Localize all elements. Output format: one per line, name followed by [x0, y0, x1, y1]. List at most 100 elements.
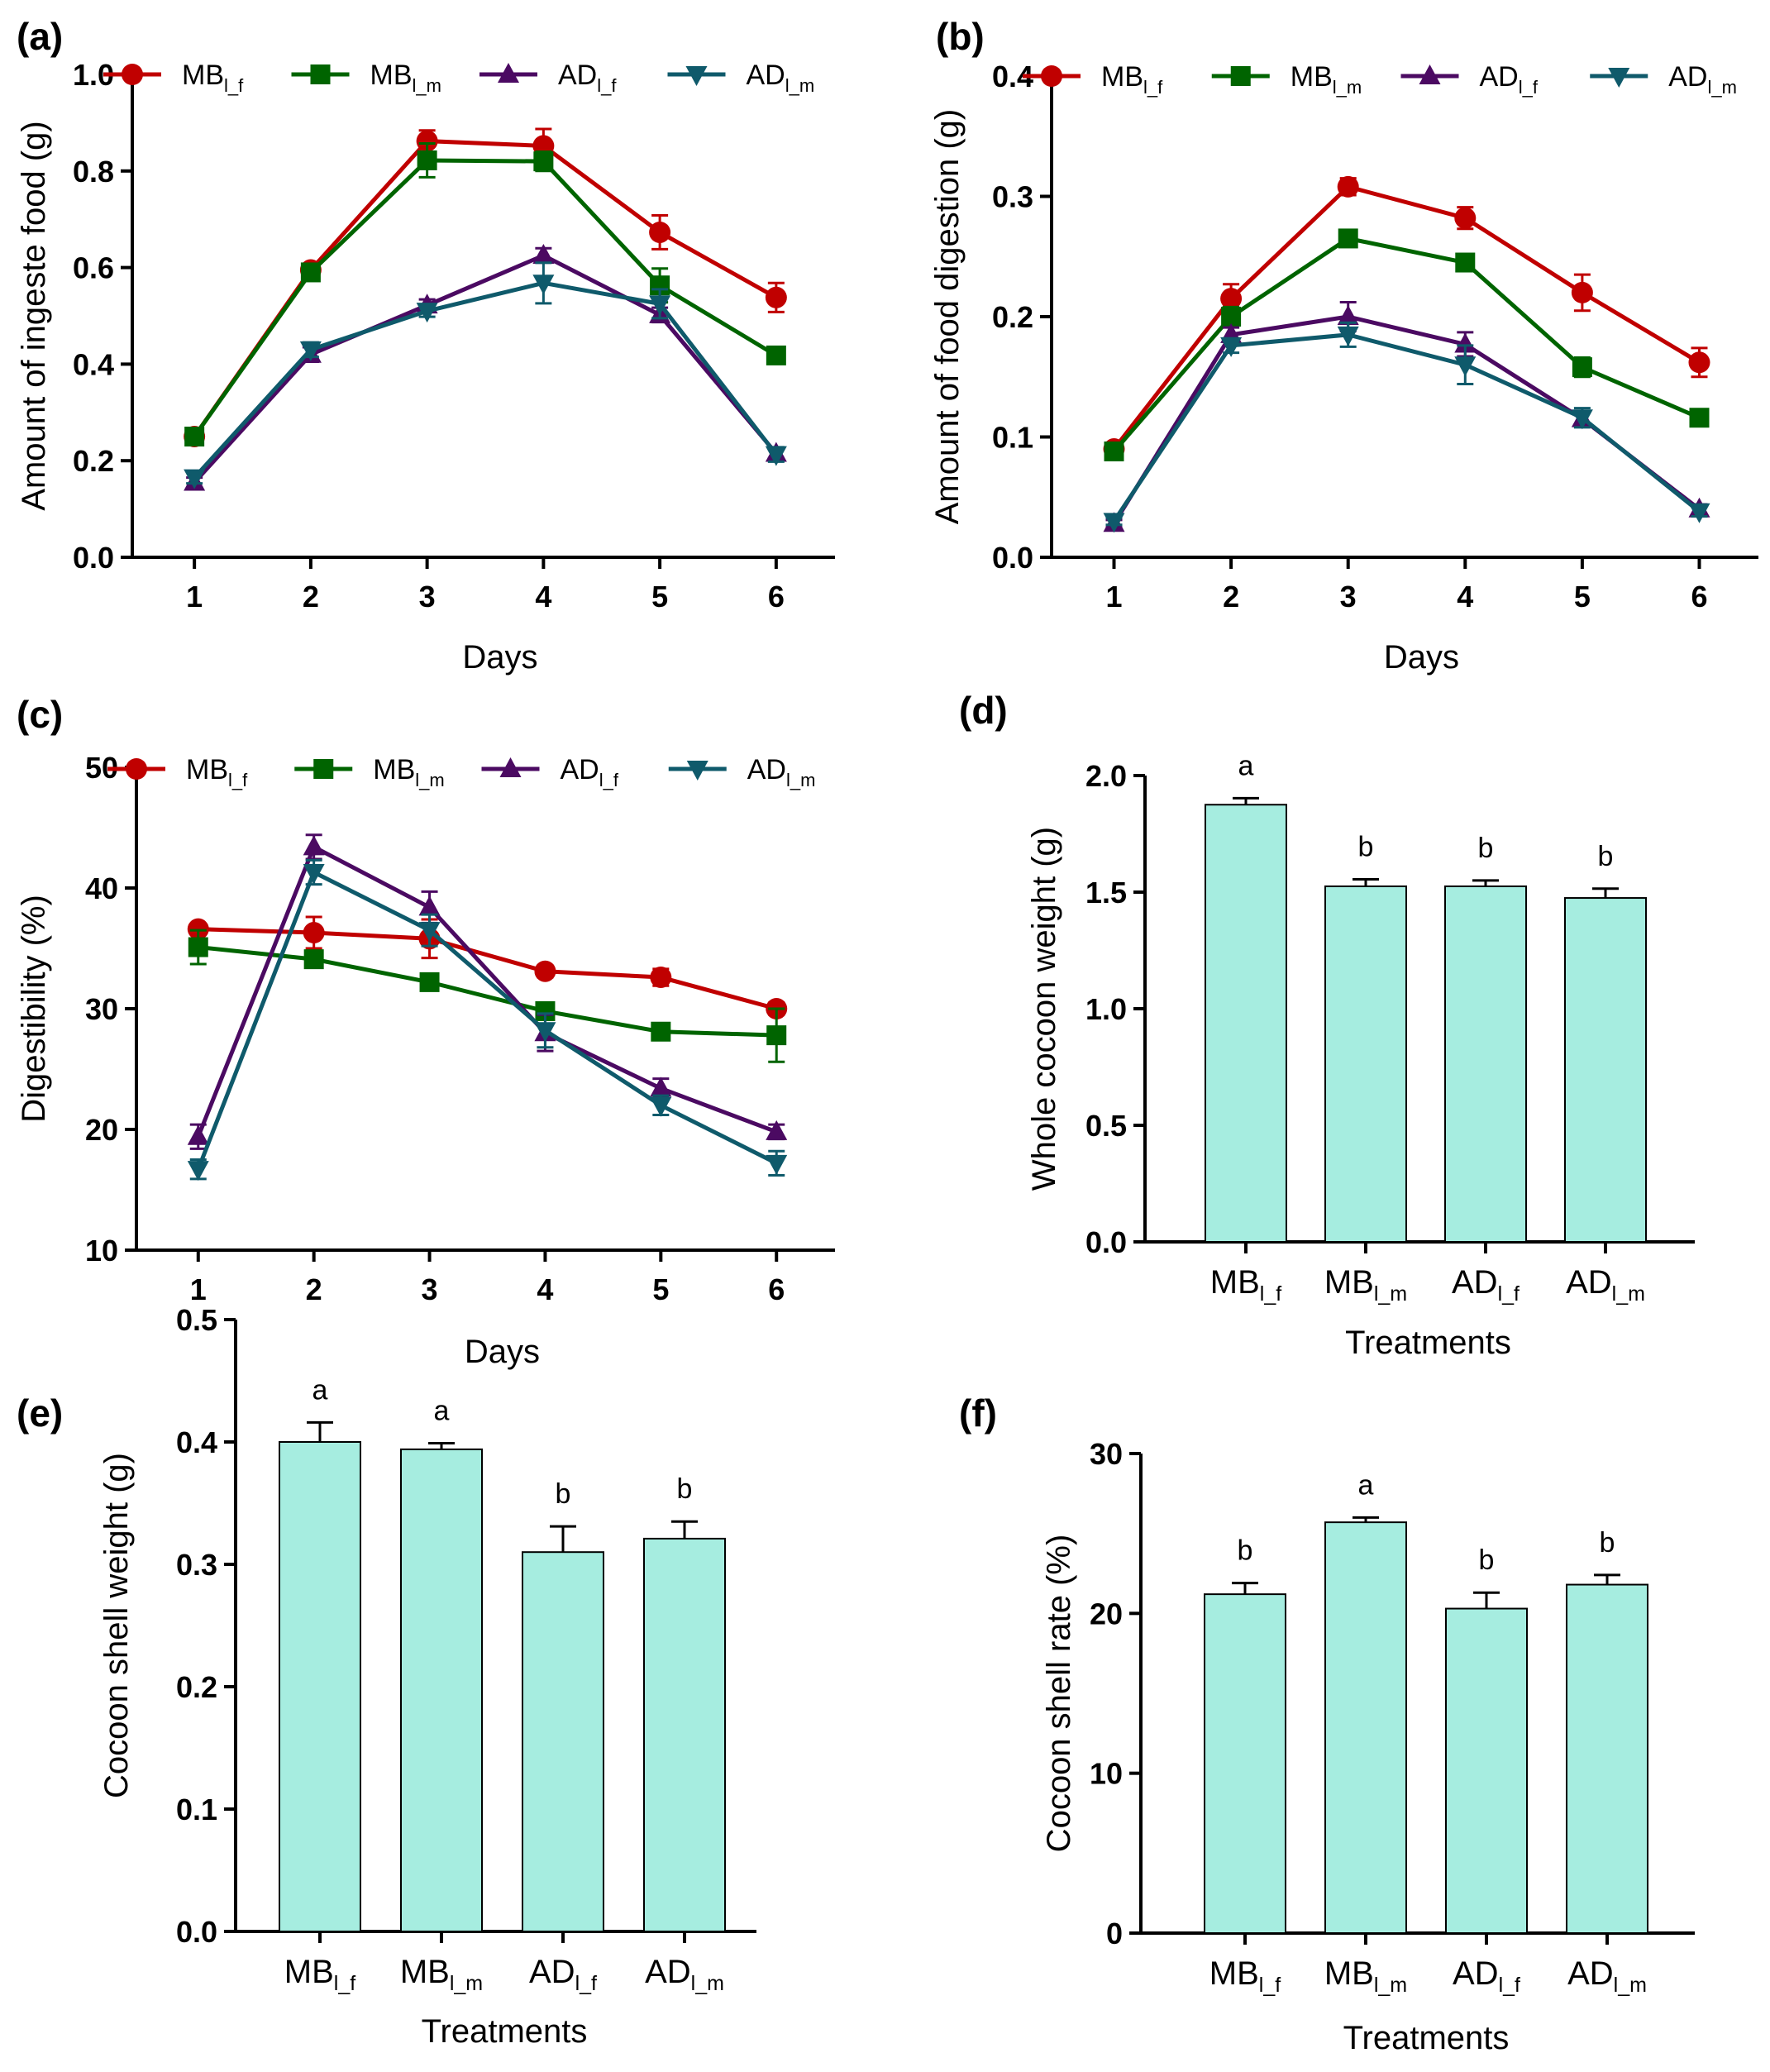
- legend: MBl_f MBl_m ADl_f ADl_m: [103, 60, 814, 96]
- legend-marker: [313, 759, 334, 779]
- data-point: [766, 1120, 788, 1140]
- y-tick-label: 2.0: [1085, 759, 1127, 793]
- x-tick-label: 2: [1223, 580, 1239, 613]
- x-tick-label: 6: [768, 1272, 785, 1306]
- bar-group: b MBl_m: [1324, 831, 1407, 1306]
- panel-label: (b): [936, 15, 985, 58]
- y-tick-label: 0.2: [176, 1670, 217, 1704]
- x-tick-label: 5: [652, 1272, 669, 1306]
- y-tick-label: 0.0: [73, 541, 114, 575]
- data-point: [1220, 288, 1243, 310]
- series-mb-f: [184, 127, 787, 447]
- y-tick-label: 30: [85, 992, 118, 1026]
- legend: MBl_f MBl_m ADl_f ADl_m: [1023, 61, 1737, 98]
- legend-marker: [1419, 64, 1441, 84]
- y-tick-label: 0.4: [73, 347, 114, 381]
- data-point: [1337, 326, 1359, 346]
- data-point: [1220, 337, 1243, 357]
- category-label: MBl_f: [284, 1954, 355, 1995]
- series-ad-f: [184, 244, 787, 491]
- data-point: [417, 150, 437, 170]
- category-label: MBl_f: [1210, 1264, 1281, 1306]
- x-tick-label: 5: [651, 580, 668, 613]
- y-tick-label: 1.5: [1085, 876, 1127, 909]
- data-point: [649, 221, 671, 243]
- y-tick-label: 0.1: [176, 1793, 217, 1826]
- x-tick-label: 6: [768, 580, 785, 613]
- y-tick-label: 0.2: [992, 300, 1033, 334]
- series-line: [198, 945, 777, 1038]
- legend-marker: [686, 761, 708, 781]
- data-point: [1454, 207, 1477, 229]
- data-point: [765, 286, 787, 308]
- y-tick-label: 0.1: [992, 421, 1033, 455]
- data-point: [416, 303, 438, 323]
- significance-letter: b: [556, 1478, 571, 1510]
- category-label: ADl_f: [529, 1954, 597, 1995]
- bar-group: a MBl_m: [1324, 1469, 1407, 1997]
- x-tick-label: 6: [1691, 580, 1707, 613]
- category-label: MBl_f: [1209, 1955, 1281, 1997]
- y-tick-label: 0.0: [1085, 1225, 1127, 1259]
- y-tick-label: 1.0: [1085, 992, 1127, 1026]
- x-tick-label: 2: [303, 580, 319, 613]
- y-tick-label: 20: [85, 1113, 118, 1147]
- y-tick-label: 0.2: [73, 444, 114, 478]
- panel-label: (d): [959, 689, 1008, 732]
- category-label: ADl_m: [1566, 1264, 1645, 1306]
- bar: [279, 1441, 361, 1932]
- significance-letter: a: [434, 1395, 450, 1426]
- legend-label: MBl_m: [370, 60, 441, 96]
- y-tick-label: 0.3: [992, 180, 1033, 214]
- y-tick-label: 0: [1106, 1917, 1123, 1950]
- x-axis-title: Treatments: [1345, 1325, 1511, 1361]
- bar: [643, 1537, 726, 1933]
- bar: [1205, 804, 1287, 1243]
- legend-marker: [1041, 65, 1062, 87]
- series-ad-f: [187, 833, 788, 1150]
- series-line: [196, 869, 778, 1171]
- x-axis-title: Treatments: [422, 2013, 588, 2050]
- legend-marker: [126, 758, 147, 780]
- legend-marker: [310, 64, 331, 84]
- data-point: [299, 341, 322, 361]
- data-point: [651, 1021, 671, 1042]
- category-label: MBl_m: [400, 1954, 483, 1995]
- x-axis-title: Days: [1384, 639, 1459, 676]
- data-point: [532, 244, 555, 264]
- y-tick-label: 0.4: [176, 1425, 217, 1459]
- legend-marker: [498, 63, 519, 83]
- series-line: [1112, 332, 1701, 523]
- y-tick-label: 0.6: [73, 251, 114, 285]
- data-point: [650, 967, 672, 989]
- data-point: [766, 1154, 788, 1175]
- legend-label: MBl_m: [1291, 61, 1362, 98]
- data-point: [1688, 503, 1710, 523]
- data-point: [1572, 357, 1592, 378]
- y-tick-label: 10: [1090, 1757, 1123, 1791]
- data-point: [1103, 513, 1125, 533]
- legend-label: ADl_f: [1480, 61, 1539, 98]
- series-line: [193, 158, 778, 438]
- bar: [1445, 1607, 1528, 1934]
- x-tick-label: 4: [1457, 580, 1473, 613]
- x-axis-title: Days: [462, 639, 537, 676]
- bar-group: b ADl_f: [522, 1478, 604, 1995]
- x-tick-label: 3: [1340, 580, 1357, 613]
- y-tick-label: 20: [1090, 1597, 1123, 1630]
- y-tick-label: 10: [85, 1234, 118, 1268]
- legend-marker: [1230, 66, 1251, 86]
- series-mb-m: [188, 929, 787, 1063]
- bar: [1444, 885, 1527, 1243]
- data-point: [416, 130, 438, 152]
- x-axis-title: Treatments: [1343, 2020, 1510, 2056]
- legend-label: MBl_m: [373, 754, 444, 790]
- series-ad-m: [1103, 321, 1710, 533]
- data-point: [765, 446, 787, 466]
- bar-group: a MBl_f: [279, 1374, 361, 1995]
- data-point: [766, 345, 786, 365]
- data-point: [1455, 252, 1476, 273]
